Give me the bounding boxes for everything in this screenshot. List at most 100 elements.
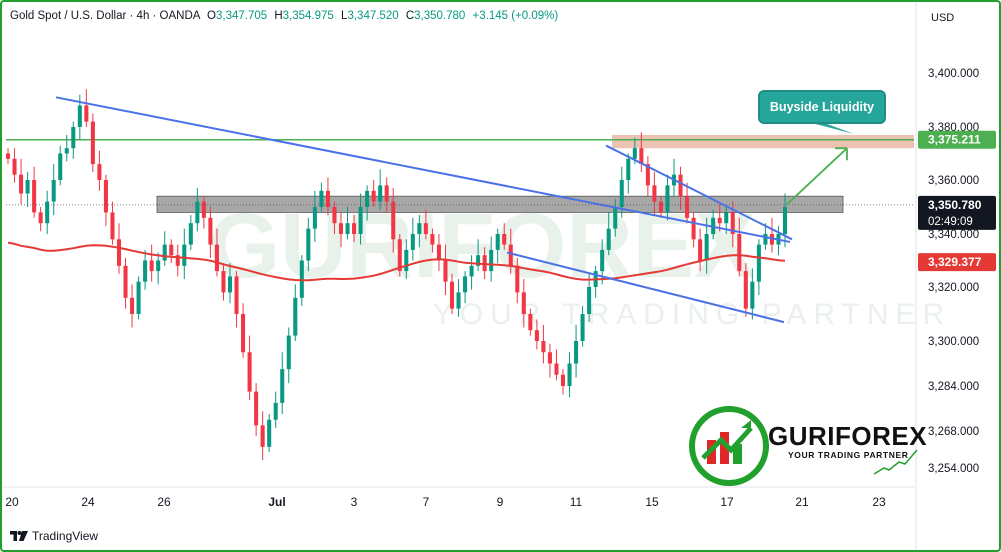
- candle-body: [613, 207, 618, 229]
- candle-body: [130, 297, 135, 314]
- candle-body: [156, 260, 161, 272]
- y-tick-label: 3,340.000: [928, 229, 979, 241]
- candle-body: [626, 158, 631, 180]
- candle-body: [508, 244, 513, 266]
- candle-body: [175, 255, 180, 266]
- candle-body: [417, 223, 422, 234]
- candle-body: [299, 260, 304, 298]
- tradingview-logo-icon: [10, 531, 28, 541]
- candle-body: [756, 244, 761, 282]
- low-key: L: [341, 10, 348, 22]
- symbol-name[interactable]: Gold Spot / U.S. Dollar · 4h · OANDA: [10, 10, 200, 22]
- candle-body: [658, 201, 663, 213]
- candle-body: [521, 292, 526, 314]
- candle-body: [45, 201, 50, 224]
- candle-body: [306, 228, 311, 261]
- candle-body: [325, 190, 330, 207]
- candle-body: [587, 287, 592, 314]
- buyside-liquidity-callout[interactable]: Buyside Liquidity: [758, 90, 886, 124]
- candle-body: [378, 185, 383, 202]
- channel-trendline-lower: [506, 251, 785, 324]
- liquidity-price-tag: 3,375.211: [928, 133, 981, 147]
- pivot-zone: [156, 195, 844, 213]
- candle-body: [338, 223, 344, 234]
- candle-body: [358, 207, 363, 234]
- candle-body: [515, 265, 520, 293]
- candle-body: [541, 341, 546, 353]
- candle-body: [182, 244, 187, 266]
- ma-price-tag: 3,329.377: [928, 255, 982, 269]
- candle-body: [665, 185, 670, 213]
- candle-body: [241, 314, 246, 353]
- projection-arrow-line: [786, 147, 848, 205]
- candle-body: [371, 190, 376, 202]
- candle-body: [567, 363, 572, 386]
- ma-price-tag-bg: [918, 253, 996, 272]
- candle-body: [286, 335, 291, 370]
- x-tick-label: 21: [795, 495, 809, 509]
- x-tick-label: 24: [81, 495, 95, 509]
- candle-body: [685, 196, 690, 218]
- candle-body: [502, 234, 507, 245]
- candle-body: [221, 271, 226, 293]
- logo-tagline: YOUR TRADING PARTNER: [788, 450, 909, 460]
- candle-body: [345, 223, 350, 234]
- candle-body: [436, 244, 441, 261]
- candle-body: [652, 185, 657, 202]
- open-key: O: [207, 10, 216, 22]
- candle-body: [763, 234, 768, 245]
- y-tick-label: 3,320.000: [928, 282, 979, 294]
- candle-body: [162, 244, 167, 261]
- candle-body: [730, 212, 735, 234]
- candle-body: [404, 249, 409, 272]
- candle-body: [5, 153, 11, 159]
- candle-body: [77, 105, 82, 127]
- candle-body: [560, 374, 566, 386]
- candle-body: [782, 207, 788, 234]
- liquidity-zone: [612, 134, 914, 149]
- candle-body: [476, 255, 481, 266]
- currency-label[interactable]: USD: [931, 12, 955, 24]
- change-value: +3.145 (+0.09%): [472, 10, 559, 22]
- x-tick-label: 15: [645, 495, 659, 509]
- candle-body: [195, 201, 200, 224]
- candle-body: [319, 190, 324, 207]
- candle-body: [397, 239, 402, 272]
- candle-body: [547, 352, 552, 364]
- candle-body: [534, 330, 539, 341]
- candle-body: [254, 391, 259, 426]
- candle-body: [717, 217, 722, 224]
- candle-body: [574, 341, 579, 364]
- candle-body: [365, 190, 370, 207]
- candle-body: [84, 105, 89, 122]
- x-tick-label: 20: [5, 495, 19, 509]
- candle-body: [456, 292, 461, 309]
- candle-body: [352, 223, 357, 234]
- candle-body: [25, 180, 30, 194]
- low-value: 3,347.520: [347, 10, 399, 22]
- tradingview-brand[interactable]: TradingView: [10, 529, 98, 543]
- candle-body: [332, 207, 337, 224]
- candle-body: [97, 164, 102, 180]
- candle-body: [600, 249, 605, 272]
- high-value: 3,354.975: [282, 10, 334, 22]
- candle-body: [619, 180, 624, 207]
- candle-body: [143, 260, 148, 282]
- candle-body: [71, 127, 76, 149]
- candle-body: [737, 234, 742, 272]
- candle-body: [391, 201, 396, 240]
- candle-body: [227, 276, 233, 293]
- channel-trendline-upper: [605, 144, 793, 241]
- candle-body: [469, 265, 474, 277]
- moving-average-line: [7, 241, 786, 282]
- callout-pointer: [808, 122, 854, 134]
- x-tick-label: 17: [720, 495, 734, 509]
- candle-body: [149, 260, 154, 272]
- y-tick-label: 3,284.000: [928, 381, 979, 393]
- close-key: C: [405, 10, 415, 22]
- candle-body: [116, 239, 122, 266]
- x-tick-label: 9: [497, 495, 504, 509]
- candle-body: [750, 281, 755, 309]
